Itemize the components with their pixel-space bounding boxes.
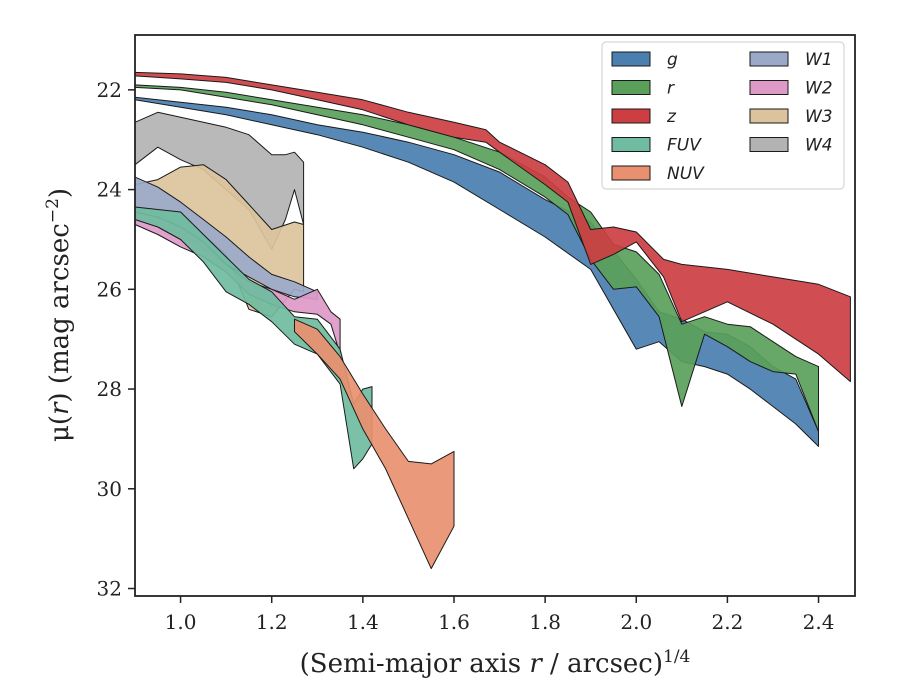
legend-label-g: g (667, 50, 678, 70)
x-axis-label: (Semi-major axis r / arcsec)1/4 (300, 647, 691, 679)
x-tick-label: 1.4 (347, 610, 379, 634)
x-tick-label: 1.0 (165, 610, 197, 634)
legend-box (601, 41, 845, 190)
y-tick-label: 32 (97, 577, 122, 601)
legend-swatch-g (611, 51, 651, 67)
x-tick-label: 1.2 (256, 610, 288, 634)
x-tick-label: 1.8 (529, 610, 561, 634)
legend-swatch-w4 (749, 137, 789, 152)
y-axis: 22 24 26 28 30 32 (97, 78, 135, 601)
y-tick-label: 24 (97, 178, 122, 202)
x-tick-label: 2.0 (620, 610, 652, 634)
legend-label-fuv: FUV (667, 136, 702, 156)
y-tick-label: 22 (97, 78, 122, 102)
x-tick-label: 2.4 (803, 610, 835, 634)
legend-swatch-fuv (611, 137, 651, 152)
y-tick-label: 26 (97, 277, 122, 301)
y-tick-label: 30 (97, 477, 122, 501)
legend-swatch-nuv (611, 165, 651, 181)
y-tick-label: 28 (97, 377, 122, 401)
band-layer (134, 71, 851, 570)
legend-label-w3: W3 (805, 107, 833, 127)
plot-frame (134, 34, 856, 597)
y-axis-label: μ(r) (mag arcsec−2) (43, 188, 75, 442)
x-axis: 1.0 1.2 1.4 1.6 1.8 2.0 2.2 2.4 (165, 596, 835, 634)
legend-label-r: r (667, 79, 675, 99)
legend: grz FUV NUV W1 W2 W3 W4 (601, 41, 845, 190)
legend-swatch-w2 (749, 80, 789, 95)
legend-label-nuv: NUV (667, 164, 705, 184)
band-z (134, 71, 851, 383)
legend-label-w2: W2 (805, 79, 833, 99)
band-nuv (294, 318, 455, 570)
band-r (134, 84, 819, 432)
legend-label-w1: W1 (805, 50, 833, 70)
legend-swatch-z (611, 108, 651, 124)
legend-swatch-w3 (749, 108, 789, 124)
legend-label-z: z (666, 107, 677, 127)
x-tick-label: 2.2 (711, 610, 743, 634)
band-g (134, 96, 819, 447)
legend-swatch-r (611, 80, 651, 95)
x-tick-label: 1.6 (438, 610, 470, 634)
legend-swatch-w1 (749, 51, 789, 67)
legend-label-w4: W4 (805, 136, 833, 156)
